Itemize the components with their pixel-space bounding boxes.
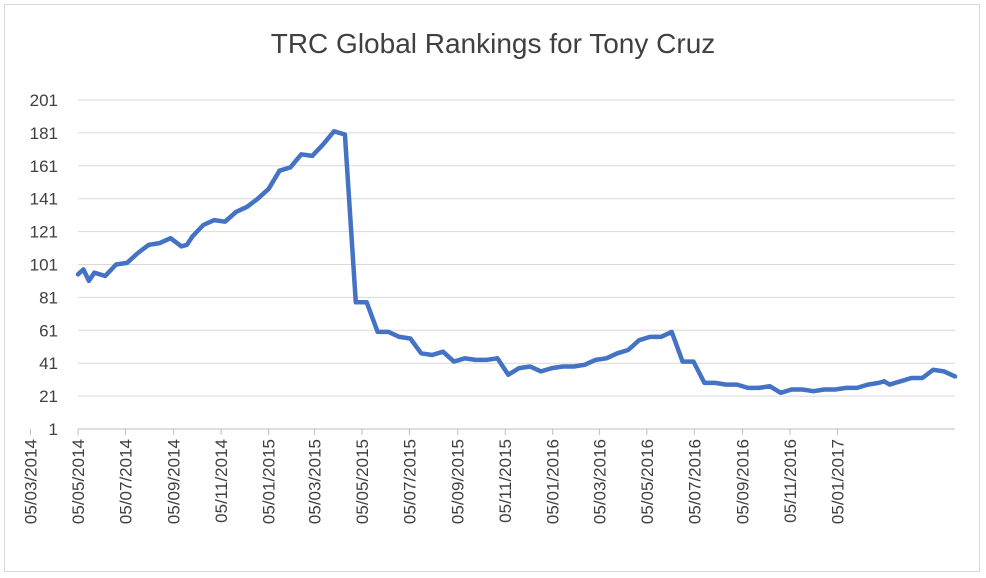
x-tick-label: 05/07/2014 (116, 439, 135, 524)
y-tick-label: 81 (39, 288, 58, 307)
chart-frame (4, 4, 980, 572)
x-tick-label: 05/07/2015 (401, 439, 420, 524)
x-tick-label: 05/03/2015 (306, 439, 325, 524)
x-tick-label: 05/09/2014 (165, 439, 184, 524)
x-tick-label: 05/05/2015 (353, 439, 372, 524)
y-tick-label: 21 (39, 387, 58, 406)
y-tick-label: 101 (30, 256, 58, 275)
x-tick-label: 05/01/2017 (828, 439, 847, 524)
y-tick-label: 1 (49, 420, 58, 439)
x-tick-label: 05/09/2015 (449, 439, 468, 524)
y-tick-label: 201 (30, 91, 58, 110)
x-tick-label: 05/03/2014 (22, 439, 41, 524)
x-tick-label: 05/07/2016 (685, 439, 704, 524)
x-tick-label: 05/09/2016 (734, 439, 753, 524)
y-tick-label: 141 (30, 190, 58, 209)
x-tick-label: 05/11/2016 (781, 439, 800, 523)
x-tick-label: 05/03/2016 (590, 439, 609, 524)
x-tick-label: 05/11/2015 (496, 439, 515, 523)
x-tick-label: 05/05/2014 (69, 439, 88, 524)
y-tick-label: 161 (30, 157, 58, 176)
gridlines (78, 99, 955, 397)
x-tick-label: 05/01/2016 (544, 439, 563, 524)
y-tick-label: 181 (30, 124, 58, 143)
y-tick-label: 121 (30, 223, 58, 242)
plot-area (75, 129, 958, 396)
x-tick-label: 05/11/2014 (212, 439, 231, 523)
chart-title: TRC Global Rankings for Tony Cruz (270, 28, 716, 59)
x-tick-label: 05/05/2016 (638, 439, 657, 524)
x-tick-label: 05/01/2015 (260, 439, 279, 524)
x-axis: 05/01/201405/03/201405/05/201405/07/2014… (22, 428, 955, 524)
y-tick-label: 41 (39, 354, 58, 373)
ranking-series-line (75, 129, 958, 396)
y-tick-label: 61 (39, 321, 58, 340)
